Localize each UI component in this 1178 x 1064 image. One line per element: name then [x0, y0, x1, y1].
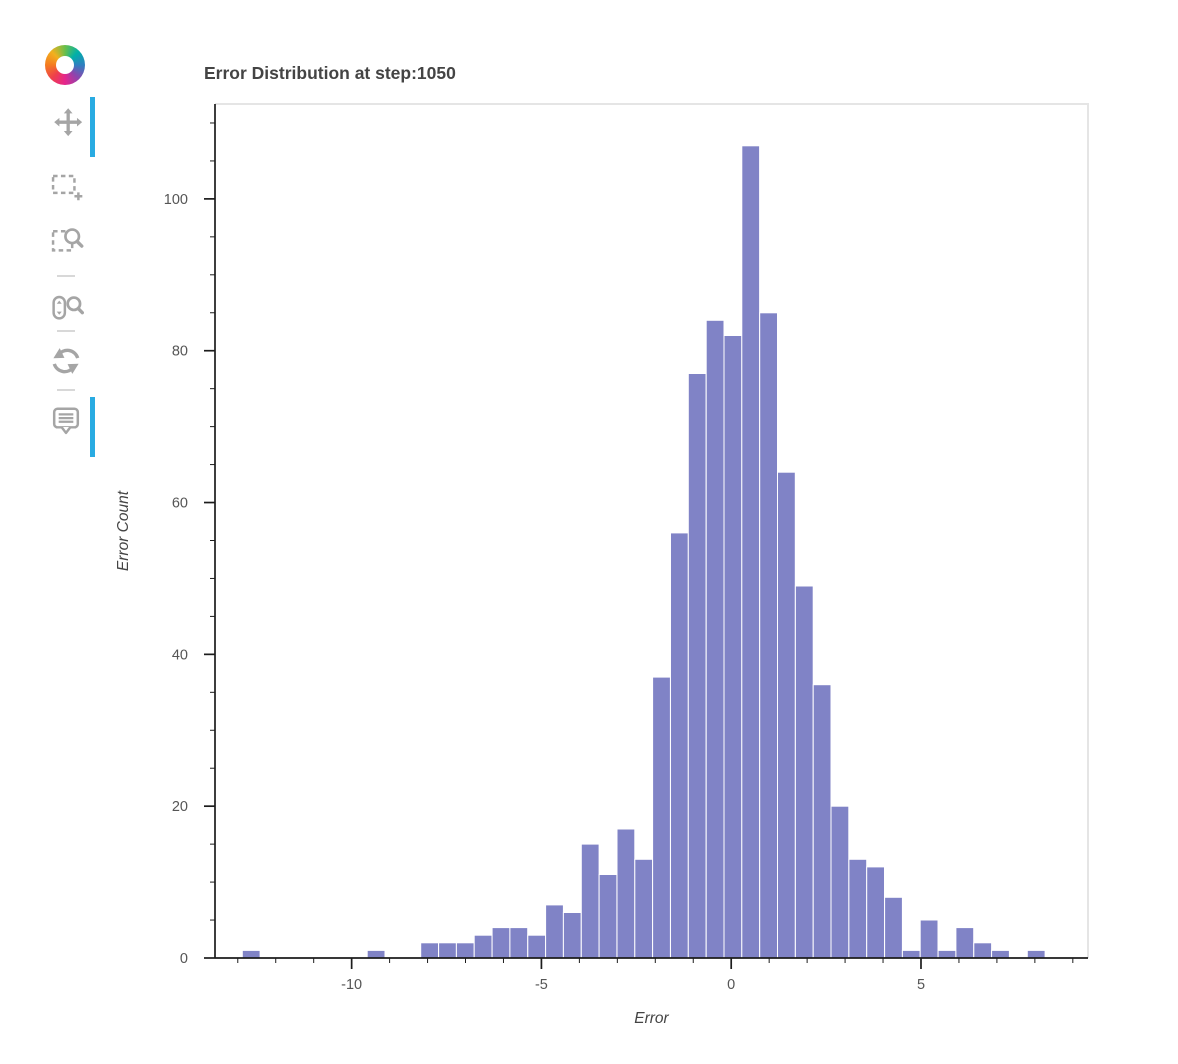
x-tick-label: -10 — [341, 977, 362, 993]
y-axis-label: Error Count — [115, 490, 132, 572]
reset-tool-button[interactable] — [48, 343, 84, 379]
bokeh-logo[interactable] — [45, 45, 85, 85]
histogram-bar — [545, 904, 564, 959]
histogram-bar — [652, 676, 671, 959]
x-tick-label: 5 — [917, 977, 925, 993]
histogram-bar — [420, 942, 440, 959]
histogram-bar — [670, 532, 689, 959]
histogram-bar — [901, 949, 921, 959]
histogram-bar — [1026, 949, 1046, 959]
histogram-bar — [723, 335, 743, 959]
wheel-zoom-icon — [52, 295, 84, 320]
plot-frame — [215, 103, 1089, 958]
y-tick-label: 100 — [164, 192, 188, 208]
histogram-bar — [848, 858, 868, 959]
histogram-bar — [598, 874, 618, 959]
histogram-bar — [777, 471, 796, 959]
histogram-bar — [937, 949, 957, 959]
histogram-bar — [366, 949, 386, 959]
toolbar-separator — [57, 389, 75, 391]
toolbar-separator — [57, 275, 75, 277]
y-tick-label: 0 — [180, 951, 188, 967]
histogram-bar — [973, 942, 993, 959]
histogram-bar — [616, 828, 636, 959]
histogram-bar — [562, 912, 582, 959]
y-tick-label: 60 — [172, 496, 188, 512]
histogram-bar — [794, 585, 814, 959]
x-axis-label: Error — [634, 1010, 669, 1027]
hover-tool-button[interactable] — [48, 402, 84, 438]
histogram-bar — [705, 319, 725, 959]
pan-icon — [54, 108, 83, 137]
histogram-bar — [241, 949, 261, 959]
y-tick-label: 20 — [172, 799, 188, 815]
x-tick-label: 0 — [727, 977, 735, 993]
histogram-bar — [438, 942, 457, 959]
histogram-bar — [830, 805, 850, 959]
histogram-bar — [991, 949, 1010, 959]
plot-title: Error Distribution at step:1050 — [204, 63, 456, 83]
box-zoom-tool-button[interactable] — [48, 220, 84, 256]
histogram-bar — [759, 312, 779, 959]
histogram-bar — [455, 942, 475, 959]
histogram-bar — [634, 858, 654, 959]
box-select-tool-button[interactable] — [48, 167, 84, 203]
box-zoom-icon — [51, 228, 84, 252]
histogram-bar — [741, 145, 761, 959]
y-tick-label: 80 — [172, 344, 188, 360]
toolbar-separator — [57, 330, 75, 332]
reset-icon — [52, 348, 80, 374]
histogram-bar — [866, 866, 886, 959]
hover-active-indicator — [90, 397, 95, 457]
pan-tool-button[interactable] — [48, 102, 84, 138]
histogram-bar — [491, 927, 511, 959]
wheel-zoom-tool-button[interactable] — [48, 288, 84, 324]
histogram-bar — [580, 843, 600, 959]
y-tick-label: 40 — [172, 647, 188, 663]
x-tick-label: -5 — [535, 977, 548, 993]
histogram-bar — [884, 896, 903, 959]
box-select-icon — [51, 174, 83, 201]
histogram-bar — [919, 919, 939, 959]
hover-icon — [52, 407, 80, 435]
histogram-bar — [473, 934, 493, 959]
pan-active-indicator — [90, 97, 95, 157]
histogram-bar — [687, 373, 707, 959]
histogram-bar — [509, 927, 529, 959]
histogram-bar — [812, 684, 832, 959]
histogram-bar — [527, 934, 547, 959]
histogram-bar — [955, 927, 975, 959]
